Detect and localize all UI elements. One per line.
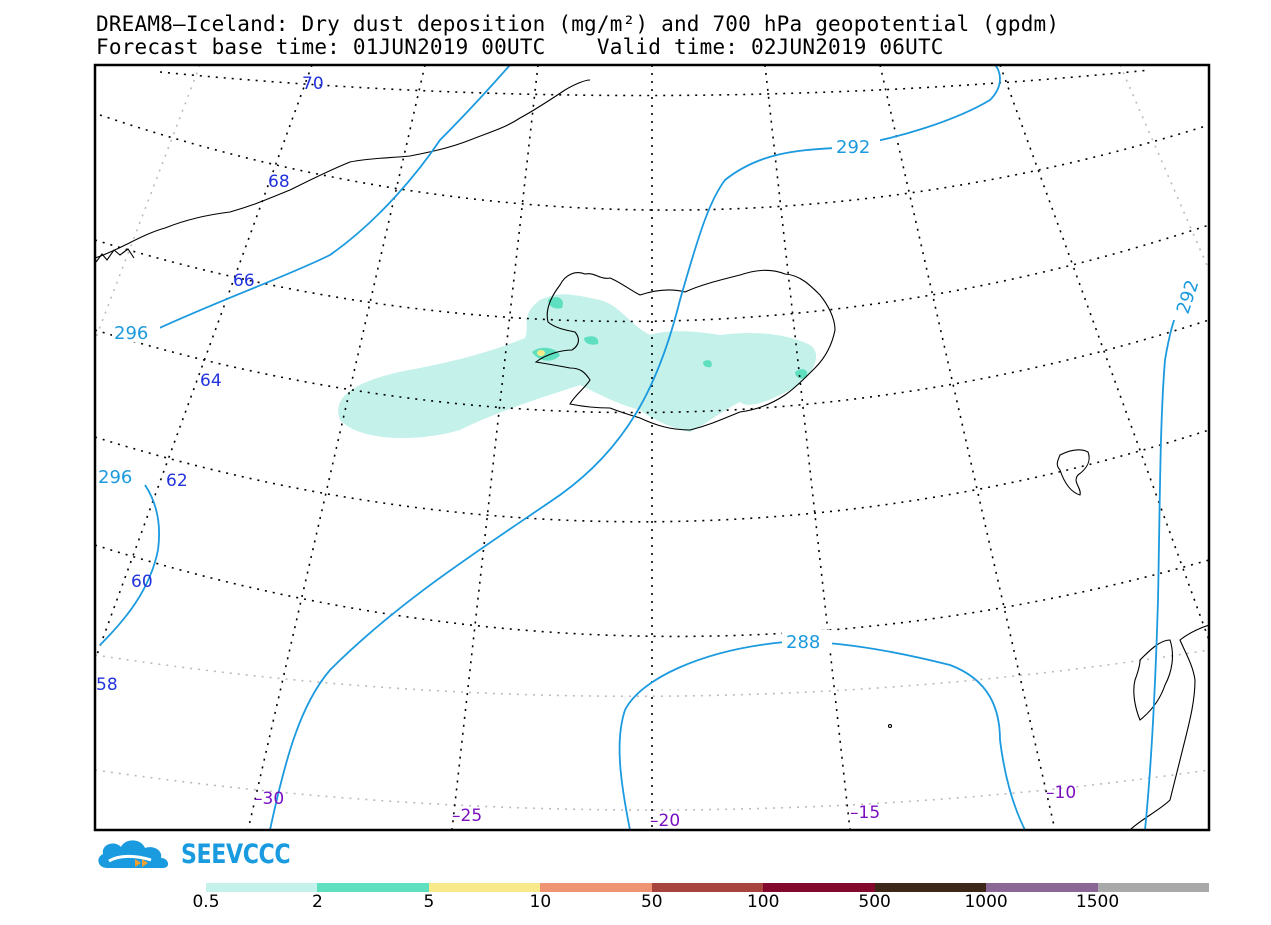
longitude-label-25w: –25 bbox=[452, 806, 482, 826]
geopotential-contours bbox=[99, 65, 1181, 830]
latitude-label-64: 64 bbox=[200, 371, 222, 391]
colorbar-segment-3 bbox=[540, 883, 652, 892]
contour-292-east bbox=[1144, 304, 1181, 830]
greenland-coast bbox=[95, 79, 591, 259]
colorbar-segment-8 bbox=[1097, 883, 1209, 892]
colorbar-labels: 0.5 2 5 10 50 100 500 1000 1500 bbox=[0, 892, 1271, 914]
colorbar-label-3: 10 bbox=[529, 892, 552, 912]
contour-label-288: 288 bbox=[786, 632, 820, 653]
longitude-label-10w: –10 bbox=[1046, 783, 1076, 803]
dust-area-medium-east bbox=[795, 369, 808, 379]
small-island bbox=[887, 723, 893, 729]
scandinavia-coast bbox=[1129, 624, 1209, 830]
cloud-logo-icon bbox=[98, 840, 169, 868]
colorbar-segment-1 bbox=[317, 883, 429, 892]
iceland-coast bbox=[534, 269, 836, 431]
contour-label-296-north: 296 bbox=[114, 323, 148, 344]
latitude-labels: 70 68 66 64 62 60 58 bbox=[96, 74, 324, 695]
faroe-islands bbox=[1056, 449, 1090, 496]
dust-area-medium-west bbox=[584, 336, 599, 345]
dust-area-moderate-spot bbox=[537, 350, 545, 356]
contour-label-backgrounds bbox=[96, 135, 1194, 652]
map-subtitle: Forecast base time: 01JUN2019 00UTC Vali… bbox=[96, 35, 944, 59]
colorbar-segment-4 bbox=[651, 883, 764, 892]
graticule bbox=[95, 65, 1209, 830]
contour-label-296-west: 296 bbox=[98, 467, 132, 488]
longitude-label-30w: –30 bbox=[254, 789, 284, 809]
dust-area-medium-westfjords bbox=[548, 297, 563, 309]
colorbar-label-1: 2 bbox=[312, 892, 323, 912]
contour-296-west bbox=[99, 484, 161, 646]
latitude-line-68 bbox=[99, 114, 1209, 211]
dust-deposition-area bbox=[338, 294, 817, 439]
colorbar-segment-0 bbox=[206, 883, 318, 892]
colorbar-label-5: 100 bbox=[746, 892, 780, 912]
logo-text: SEEVCCC bbox=[181, 838, 291, 870]
contour-296-north bbox=[154, 65, 511, 331]
colorbar bbox=[206, 883, 1209, 892]
map-title: DREAM8—Iceland: Dry dust deposition (mg/… bbox=[96, 12, 1060, 36]
contour-288 bbox=[618, 640, 1026, 830]
colorbar-label-8: 1500 bbox=[1075, 892, 1120, 912]
map-frame bbox=[93, 63, 1211, 832]
longitude-label-20w: –20 bbox=[650, 811, 680, 831]
latitude-label-58: 58 bbox=[96, 675, 118, 695]
coastlines bbox=[95, 79, 1209, 830]
colorbar-label-7: 1000 bbox=[964, 892, 1008, 912]
colorbar-segment-6 bbox=[874, 883, 987, 892]
contour-label-292-center: 292 bbox=[836, 137, 870, 158]
contour-292-center bbox=[269, 65, 1001, 830]
colorbar-label-2: 5 bbox=[423, 892, 435, 912]
latitude-label-60: 60 bbox=[131, 572, 153, 592]
longitude-labels: –30 –25 –20 –15 –10 bbox=[254, 783, 1076, 831]
dust-area-light bbox=[338, 294, 817, 439]
longitude-label-15w: –15 bbox=[850, 803, 880, 823]
colorbar-label-4: 50 bbox=[640, 892, 663, 912]
colorbar-segment-5 bbox=[763, 883, 875, 892]
latitude-label-62: 62 bbox=[166, 471, 188, 491]
latitude-label-66: 66 bbox=[233, 271, 255, 291]
colorbar-label-6: 500 bbox=[858, 892, 891, 912]
colorbar-label-0: 0.5 bbox=[192, 892, 220, 912]
dust-area-medium-highlands bbox=[703, 360, 712, 368]
colorbar-segment-2 bbox=[428, 883, 541, 892]
latitude-label-68: 68 bbox=[268, 172, 290, 192]
colorbar-segment-7 bbox=[986, 883, 1098, 892]
latitude-label-70: 70 bbox=[302, 74, 324, 94]
seevccc-logo: SEEVCCC bbox=[95, 834, 314, 874]
greenland-fjords bbox=[95, 248, 135, 263]
